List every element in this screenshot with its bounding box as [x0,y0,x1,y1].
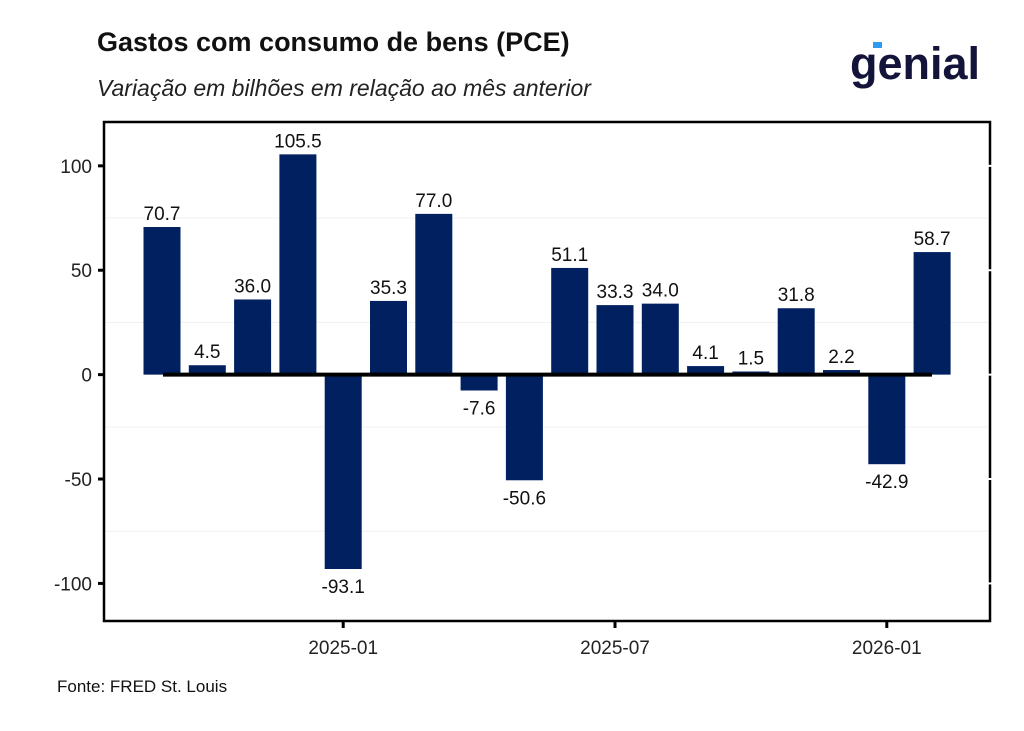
bar [324,374,362,570]
data-label: 77.0 [415,191,452,212]
bar [777,308,815,375]
data-label: 105.5 [274,131,322,152]
chart-title: Gastos com consumo de bens (PCE) [97,27,570,57]
data-label: 31.8 [778,285,815,306]
data-label: 4.1 [692,343,718,364]
bar [823,370,860,375]
bar [370,300,407,375]
bar [641,303,679,375]
bars [143,154,951,570]
bar [687,366,725,375]
y-tick-label: 0 [81,366,92,387]
logo-accent-icon [873,42,882,48]
bar [415,213,453,375]
bar [913,252,951,375]
data-label: 2.2 [828,347,854,368]
bar [188,365,226,375]
data-label: -93.1 [322,577,365,598]
bar [234,299,272,375]
bar [505,374,543,481]
x-tick-label: 2025-01 [308,638,378,659]
data-label: 33.3 [597,282,634,303]
data-label: -42.9 [865,472,908,493]
bar [279,154,317,375]
data-label: -50.6 [503,488,546,509]
data-label: 34.0 [642,281,679,302]
bar [143,227,181,375]
data-label: 70.7 [144,204,181,225]
data-label: -7.6 [463,398,496,419]
bar [596,305,634,375]
data-label: 58.7 [914,229,951,250]
x-tick-label: 2025-07 [580,638,650,659]
data-label: 36.0 [234,276,271,297]
bar [460,374,498,391]
y-tick-label: 100 [60,157,92,178]
data-label: 4.5 [194,342,220,363]
bar [551,267,589,375]
data-labels: 70.7 4.5 36.0 105.5 -93.1 35.3 77.0 -7.6 -50.6 51… [144,131,951,598]
data-label: 35.3 [370,278,407,299]
data-label: 51.1 [551,245,588,266]
source-note: Fonte: FRED St. Louis [57,677,228,696]
y-tick-label: 50 [71,261,92,282]
y-tick-label: -100 [54,574,92,595]
bar [868,374,906,465]
x-tick-label: 2026-01 [852,638,922,659]
chart-subtitle: Variação em bilhões em relação ao mês an… [97,75,591,101]
y-tick-label: -50 [65,470,92,491]
plot-border [102,120,992,623]
logo-text: genial [850,38,981,89]
axes: -100 -50 0 50 100 2025-01 2025-07 2026-01 [54,120,993,659]
data-label: 1.5 [738,349,764,370]
